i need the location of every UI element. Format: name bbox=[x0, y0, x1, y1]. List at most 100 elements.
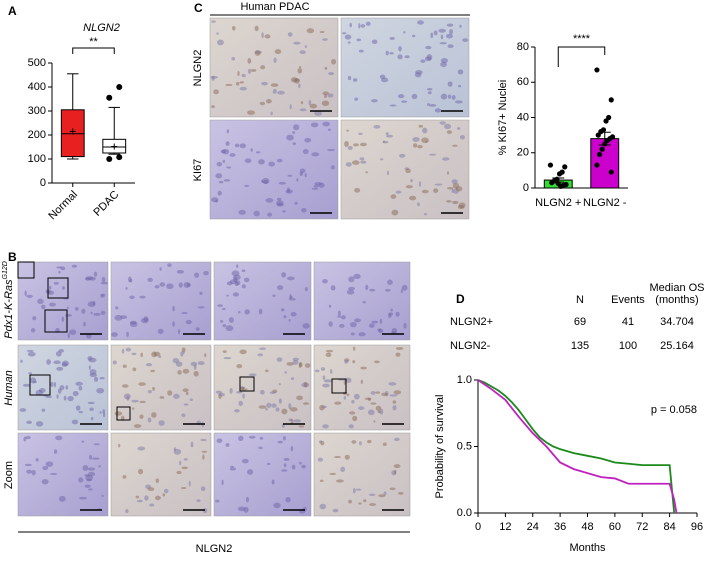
nucleus bbox=[446, 130, 453, 134]
nucleus bbox=[60, 266, 66, 271]
nucleus bbox=[362, 301, 366, 304]
nucleus bbox=[385, 134, 394, 138]
nucleus bbox=[30, 328, 36, 333]
nucleus bbox=[265, 198, 274, 203]
nucleus bbox=[196, 499, 201, 502]
nucleus bbox=[309, 103, 318, 109]
nucleus bbox=[364, 397, 372, 400]
nucleus bbox=[226, 166, 232, 169]
nucleus bbox=[354, 97, 358, 101]
nucleus bbox=[261, 32, 264, 39]
nucleus bbox=[172, 305, 175, 312]
nucleus bbox=[193, 370, 199, 377]
bracket bbox=[72, 47, 115, 54]
nucleus bbox=[283, 463, 287, 468]
nucleus bbox=[328, 321, 333, 327]
nucleus bbox=[28, 372, 33, 375]
legend-label: NLGN2- bbox=[450, 340, 491, 352]
nucleus bbox=[114, 411, 123, 416]
nucleus bbox=[188, 480, 191, 487]
nucleus bbox=[115, 306, 119, 310]
panel-label: A bbox=[8, 4, 17, 18]
x-tick-label: 36 bbox=[554, 521, 566, 533]
table-header: N bbox=[576, 294, 584, 306]
nucleus bbox=[53, 281, 59, 285]
nucleus bbox=[405, 185, 413, 189]
x-tick-label: 0 bbox=[475, 521, 481, 533]
nucleus bbox=[320, 367, 326, 371]
nucleus bbox=[244, 309, 250, 315]
nucleus bbox=[421, 189, 429, 194]
nucleus bbox=[91, 457, 100, 460]
nucleus bbox=[340, 315, 346, 320]
nucleus bbox=[420, 59, 426, 63]
nucleus bbox=[292, 142, 297, 145]
nucleus bbox=[368, 323, 375, 328]
nucleus bbox=[348, 424, 354, 429]
nucleus bbox=[278, 383, 281, 386]
nucleus bbox=[442, 157, 450, 161]
panel-label: D bbox=[456, 292, 465, 306]
inset-box bbox=[17, 261, 35, 279]
nucleus bbox=[238, 435, 244, 441]
nucleus bbox=[274, 49, 282, 55]
annotation: ** bbox=[89, 36, 98, 48]
nucleus bbox=[308, 99, 312, 106]
nucleus bbox=[286, 187, 290, 193]
nucleus bbox=[457, 69, 464, 75]
nucleus bbox=[454, 100, 463, 104]
nucleus bbox=[45, 461, 54, 467]
nucleus bbox=[302, 322, 310, 329]
nucleus bbox=[155, 478, 159, 483]
nucleus bbox=[374, 360, 380, 364]
y-tick-label: 200 bbox=[28, 129, 46, 141]
nucleus bbox=[429, 153, 437, 156]
nucleus bbox=[163, 488, 169, 494]
nucleus bbox=[190, 441, 194, 448]
nucleus bbox=[149, 503, 155, 507]
nucleus bbox=[89, 369, 97, 375]
nucleus bbox=[241, 73, 246, 78]
nucleus bbox=[200, 438, 207, 442]
nucleus bbox=[449, 28, 453, 35]
nucleus bbox=[412, 143, 418, 148]
nucleus bbox=[390, 194, 397, 199]
nucleus bbox=[298, 425, 305, 428]
data-point bbox=[595, 132, 601, 138]
nucleus bbox=[411, 93, 418, 100]
nucleus bbox=[258, 446, 263, 450]
nucleus bbox=[229, 153, 236, 157]
nucleus bbox=[226, 129, 230, 134]
nucleus bbox=[425, 140, 428, 143]
nucleus bbox=[353, 143, 359, 147]
nucleus bbox=[395, 311, 400, 317]
nucleus bbox=[147, 417, 152, 423]
nucleus bbox=[388, 312, 394, 316]
nucleus bbox=[328, 72, 335, 76]
nucleus bbox=[40, 304, 46, 310]
nucleus bbox=[202, 507, 208, 514]
nucleus bbox=[278, 181, 286, 185]
nucleus bbox=[220, 149, 227, 154]
nucleus bbox=[358, 23, 361, 29]
nucleus bbox=[352, 415, 358, 422]
nucleus bbox=[290, 77, 298, 83]
nucleus bbox=[93, 443, 100, 446]
nucleus bbox=[58, 349, 65, 353]
nucleus bbox=[135, 495, 140, 499]
nucleus bbox=[358, 502, 362, 505]
nucleus bbox=[394, 469, 397, 475]
nucleus bbox=[183, 282, 191, 288]
nucleus bbox=[332, 508, 339, 513]
nucleus bbox=[363, 499, 367, 503]
nucleus bbox=[122, 364, 127, 368]
row-label: NLGN2 bbox=[192, 50, 204, 87]
nucleus bbox=[239, 86, 247, 91]
inset-box bbox=[29, 374, 51, 396]
nucleus bbox=[451, 95, 456, 100]
nucleus bbox=[412, 34, 416, 38]
nucleus bbox=[222, 307, 226, 310]
nucleus bbox=[234, 281, 239, 287]
nucleus bbox=[221, 479, 224, 486]
nucleus bbox=[132, 367, 137, 372]
